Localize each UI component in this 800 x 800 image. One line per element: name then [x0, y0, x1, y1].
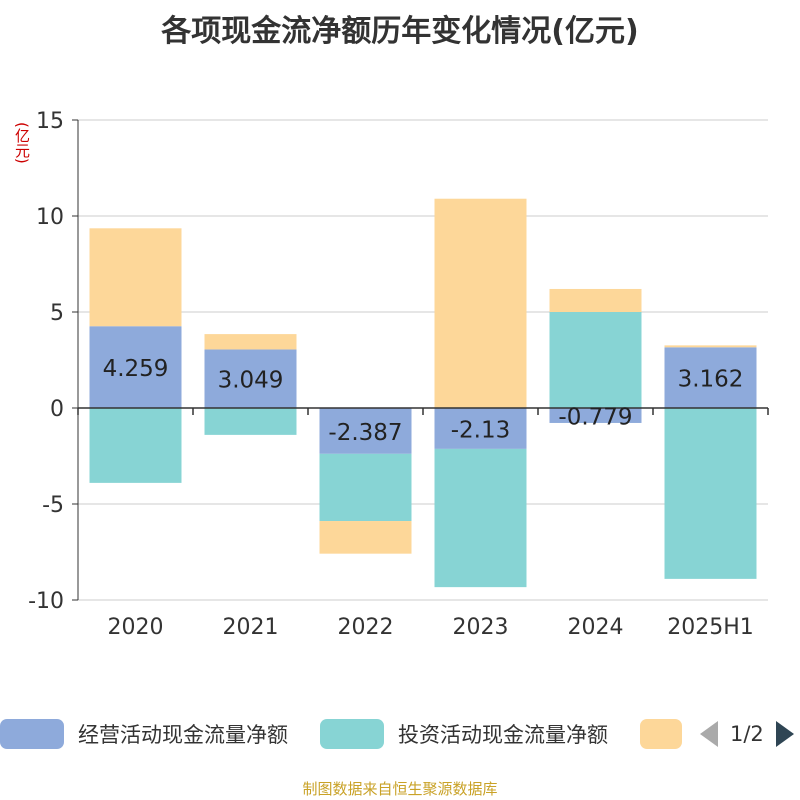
bar-financing-2024: [549, 288, 642, 312]
bar-operating-2020: [89, 326, 182, 408]
bar-investing-2021: [204, 408, 297, 435]
bar-investing-2020: [89, 408, 182, 483]
bar-financing-2022: [319, 521, 412, 554]
legend-label-operating: 经营活动现金流量净额: [78, 723, 288, 747]
bar-investing-2022: [319, 453, 412, 522]
legend-item-financing[interactable]: [640, 712, 696, 756]
y-tick-label-5: 5: [50, 301, 64, 326]
chart-title: 各项现金流净额历年变化情况(亿元): [161, 14, 639, 49]
legend-label-investing: 投资活动现金流量净额: [398, 723, 608, 747]
bar-investing-2023: [434, 448, 527, 588]
data-label-operating-2020: 4.259: [103, 356, 169, 382]
x-tick-label-2022: 2022: [338, 615, 394, 640]
bar-operating-2021: [204, 349, 297, 408]
legend-pager: 1/2: [700, 712, 794, 756]
y-tick-label-0: 0: [50, 397, 64, 422]
x-tick-label-2023: 2023: [453, 615, 509, 640]
x-tick-label-2021: 2021: [223, 615, 279, 640]
x-tick-label-2025H1: 2025H1: [667, 615, 754, 640]
bar-financing-2020: [89, 228, 182, 327]
bar-operating-2024: [549, 408, 642, 423]
chart-plot: -10 -5 0 5 10 15 4.259 3.049 -2.387 -2.13 -0.779 3.…: [28, 109, 769, 640]
data-label-operating-2022: -2.387: [328, 420, 402, 446]
source-note: 制图数据来自恒生聚源数据库: [302, 780, 498, 798]
legend-next-page-icon[interactable]: [775, 721, 794, 747]
bar-investing-2024: [549, 312, 642, 408]
legend-item-operating[interactable]: 经营活动现金流量净额: [0, 712, 288, 756]
data-label-operating-2024: -0.779: [558, 404, 632, 430]
bar-operating-2023: [434, 408, 527, 449]
y-axis-unit-label: (亿元): [13, 122, 31, 164]
legend-swatch-financing: [640, 719, 682, 749]
bar-financing-2023: [434, 198, 527, 408]
y-tick-label--10: -10: [28, 589, 64, 614]
bar-financing-2021: [204, 334, 297, 350]
legend-page-indicator: 1/2: [730, 722, 764, 746]
bar-operating-2022: [319, 408, 412, 454]
x-tick-label-2024: 2024: [568, 615, 624, 640]
y-tick-label--5: -5: [42, 493, 64, 518]
legend: 经营活动现金流量净额 投资活动现金流量净额 1/2: [0, 712, 800, 762]
data-label-operating-2021: 3.049: [218, 368, 284, 394]
legend-item-investing[interactable]: 投资活动现金流量净额: [320, 712, 608, 756]
x-tick-label-2020: 2020: [108, 615, 164, 640]
bar-investing-2025H1: [664, 408, 757, 579]
y-tick-label-15: 15: [36, 109, 64, 134]
data-label-operating-2025H1: 3.162: [678, 367, 744, 393]
legend-prev-page-icon[interactable]: [700, 721, 718, 747]
bar-operating-2025H1: [664, 347, 757, 408]
y-tick-label-10: 10: [36, 205, 64, 230]
legend-swatch-operating: [0, 719, 64, 749]
bar-financing-2025H1: [664, 345, 757, 348]
data-label-operating-2023: -2.13: [451, 417, 511, 443]
legend-swatch-investing: [320, 719, 384, 749]
